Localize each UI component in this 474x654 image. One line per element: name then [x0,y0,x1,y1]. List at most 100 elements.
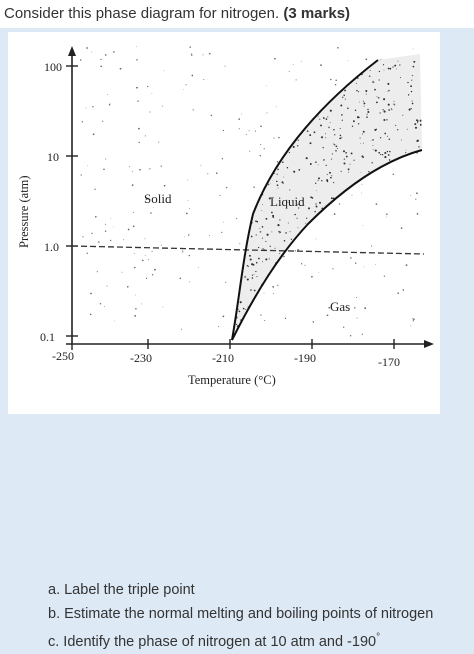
stipple-dot [245,222,247,224]
stipple-dot [366,113,368,115]
stipple-dot [266,233,269,236]
noise-dot [295,79,297,81]
stipple-dot [252,153,255,156]
stipple-dot [373,296,375,298]
stipple-dot [229,173,231,175]
stipple-dot [256,220,259,223]
stipple-dot [252,54,255,57]
stipple-dot [329,74,331,76]
stipple-dot [370,274,372,277]
stipple-dot [238,310,241,313]
noise-dot [86,252,88,254]
noise-dot [236,218,238,220]
stipple-dot [340,334,343,337]
stipple-dot [253,137,256,140]
stipple-dot [239,59,242,62]
noise-dot [412,48,414,50]
stipple-dot [325,118,328,120]
stipple-dot [303,288,305,290]
stipple-dot [269,107,272,110]
noise-dot [119,67,122,70]
stipple-dot [272,148,274,150]
stipple-dot [236,70,239,73]
stipple-dot [243,68,246,71]
melting-curve [231,59,379,341]
stipple-dot [329,121,331,123]
stipple-dot [356,325,358,327]
stipple-dot [244,71,246,73]
stipple-dot [289,189,291,191]
stipple-dot [276,66,278,68]
stipple-dot [240,121,243,124]
stipple-dot [334,134,336,136]
stipple-dot [343,150,345,153]
stipple-dot [283,305,286,308]
noise-dot [224,65,226,67]
noise-dot [192,109,194,111]
noise-dot [158,141,160,143]
noise-dot [100,58,102,61]
stipple-dot [296,276,299,278]
stipple-dot [236,149,239,152]
stipple-dot [232,150,233,152]
noise-dot [317,115,319,117]
noise-dot [129,166,131,168]
task-list: a. Label the triple point b. Estimate th… [48,578,468,650]
noise-dot [188,234,190,236]
stipple-dot [257,94,260,96]
stipple-dot [368,337,370,339]
stipple-dot [274,123,276,125]
noise-dot [104,54,107,56]
stipple-dot [301,265,303,267]
stipple-dot [232,145,234,148]
stipple-dot [377,191,378,192]
noise-dot [151,250,153,252]
stipple-dot [323,159,325,161]
stipple-dot [302,200,304,202]
stipple-dot [251,277,254,279]
stipple-dot [242,307,245,310]
stipple-dot [386,276,389,279]
stipple-dot [385,258,387,260]
stipple-dot [426,299,428,301]
noise-dot [397,292,400,295]
stipple-dot [416,199,418,201]
stipple-dot [405,266,407,268]
stipple-dot [358,199,361,202]
stipple-dot [279,231,282,233]
stipple-dot [398,316,400,319]
stipple-dot [254,99,256,101]
stipple-dot [340,104,343,107]
stipple-dot [278,80,280,82]
stipple-dot [263,300,266,302]
stipple-dot [326,179,329,182]
stipple-dot [385,230,387,232]
stipple-dot [229,236,230,237]
stipple-dot [260,178,262,180]
stipple-dot [285,256,288,259]
stipple-dot [229,215,230,216]
noise-dot [221,231,223,233]
stipple-dot [324,70,326,72]
noise-dot [189,46,191,48]
stipple-dot [421,77,422,79]
stipple-dot [419,180,421,182]
noise-dot [239,243,241,245]
stipple-dot [276,100,277,102]
stipple-dot [351,64,353,66]
stipple-dot [393,100,395,102]
stipple-dot [277,168,279,171]
noise-dot [358,116,361,118]
stipple-dot [238,196,240,198]
stipple-dot [405,152,407,154]
noise-dot [144,238,146,240]
noise-dot [297,139,300,141]
noise-dot [149,168,151,170]
stipple-dot [393,297,395,299]
noise-dot [261,210,263,212]
stipple-dot [251,313,253,316]
stipple-dot [257,246,260,249]
stipple-dot [241,173,243,175]
stipple-dot [260,52,262,54]
noise-dot [197,267,199,268]
